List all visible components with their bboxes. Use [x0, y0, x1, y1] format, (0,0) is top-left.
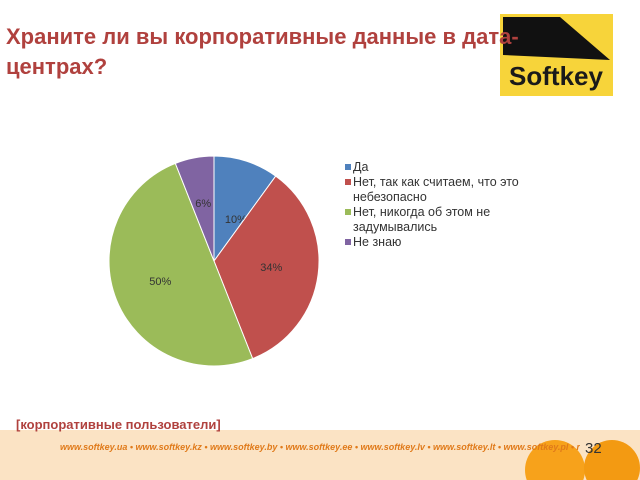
- legend-swatch: [345, 179, 351, 185]
- legend-item: Да: [345, 160, 535, 175]
- legend-swatch: [345, 209, 351, 215]
- legend-swatch: [345, 239, 351, 245]
- legend-item: Не знаю: [345, 235, 535, 250]
- pie-slice: [174, 155, 215, 262]
- data-label: 50%: [149, 276, 171, 288]
- logo-text: Softkey: [509, 61, 603, 91]
- legend-swatch: [345, 164, 351, 170]
- legend-item: Нет, так как считаем, что это небезопасн…: [345, 175, 535, 205]
- page-number: 32: [585, 440, 602, 457]
- chart-title: Храните ли вы корпоративные данные в дат…: [6, 24, 519, 79]
- footer-links: www.softkey.ua • www.softkey.kz • www.so…: [60, 442, 580, 452]
- legend-label: Не знаю: [353, 235, 402, 249]
- caption: [корпоративные пользователи]: [16, 417, 221, 432]
- legend-label: Да: [353, 160, 369, 174]
- pie-slice: [108, 162, 254, 367]
- legend: Да Нет, так как считаем, что это небезопа…: [345, 160, 535, 250]
- data-label: 34%: [260, 262, 282, 274]
- legend-item: Нет, никогда об этом не задумывались: [345, 205, 535, 235]
- data-label: 6%: [195, 198, 211, 210]
- legend-label: Нет, так как считаем, что это небезопасн…: [353, 175, 519, 204]
- orange-decoration: [584, 440, 640, 480]
- orange-decoration: [525, 440, 585, 480]
- logo-shape: [503, 17, 610, 60]
- pie-slice: [213, 175, 320, 360]
- legend-label: Нет, никогда об этом не задумывались: [353, 205, 491, 234]
